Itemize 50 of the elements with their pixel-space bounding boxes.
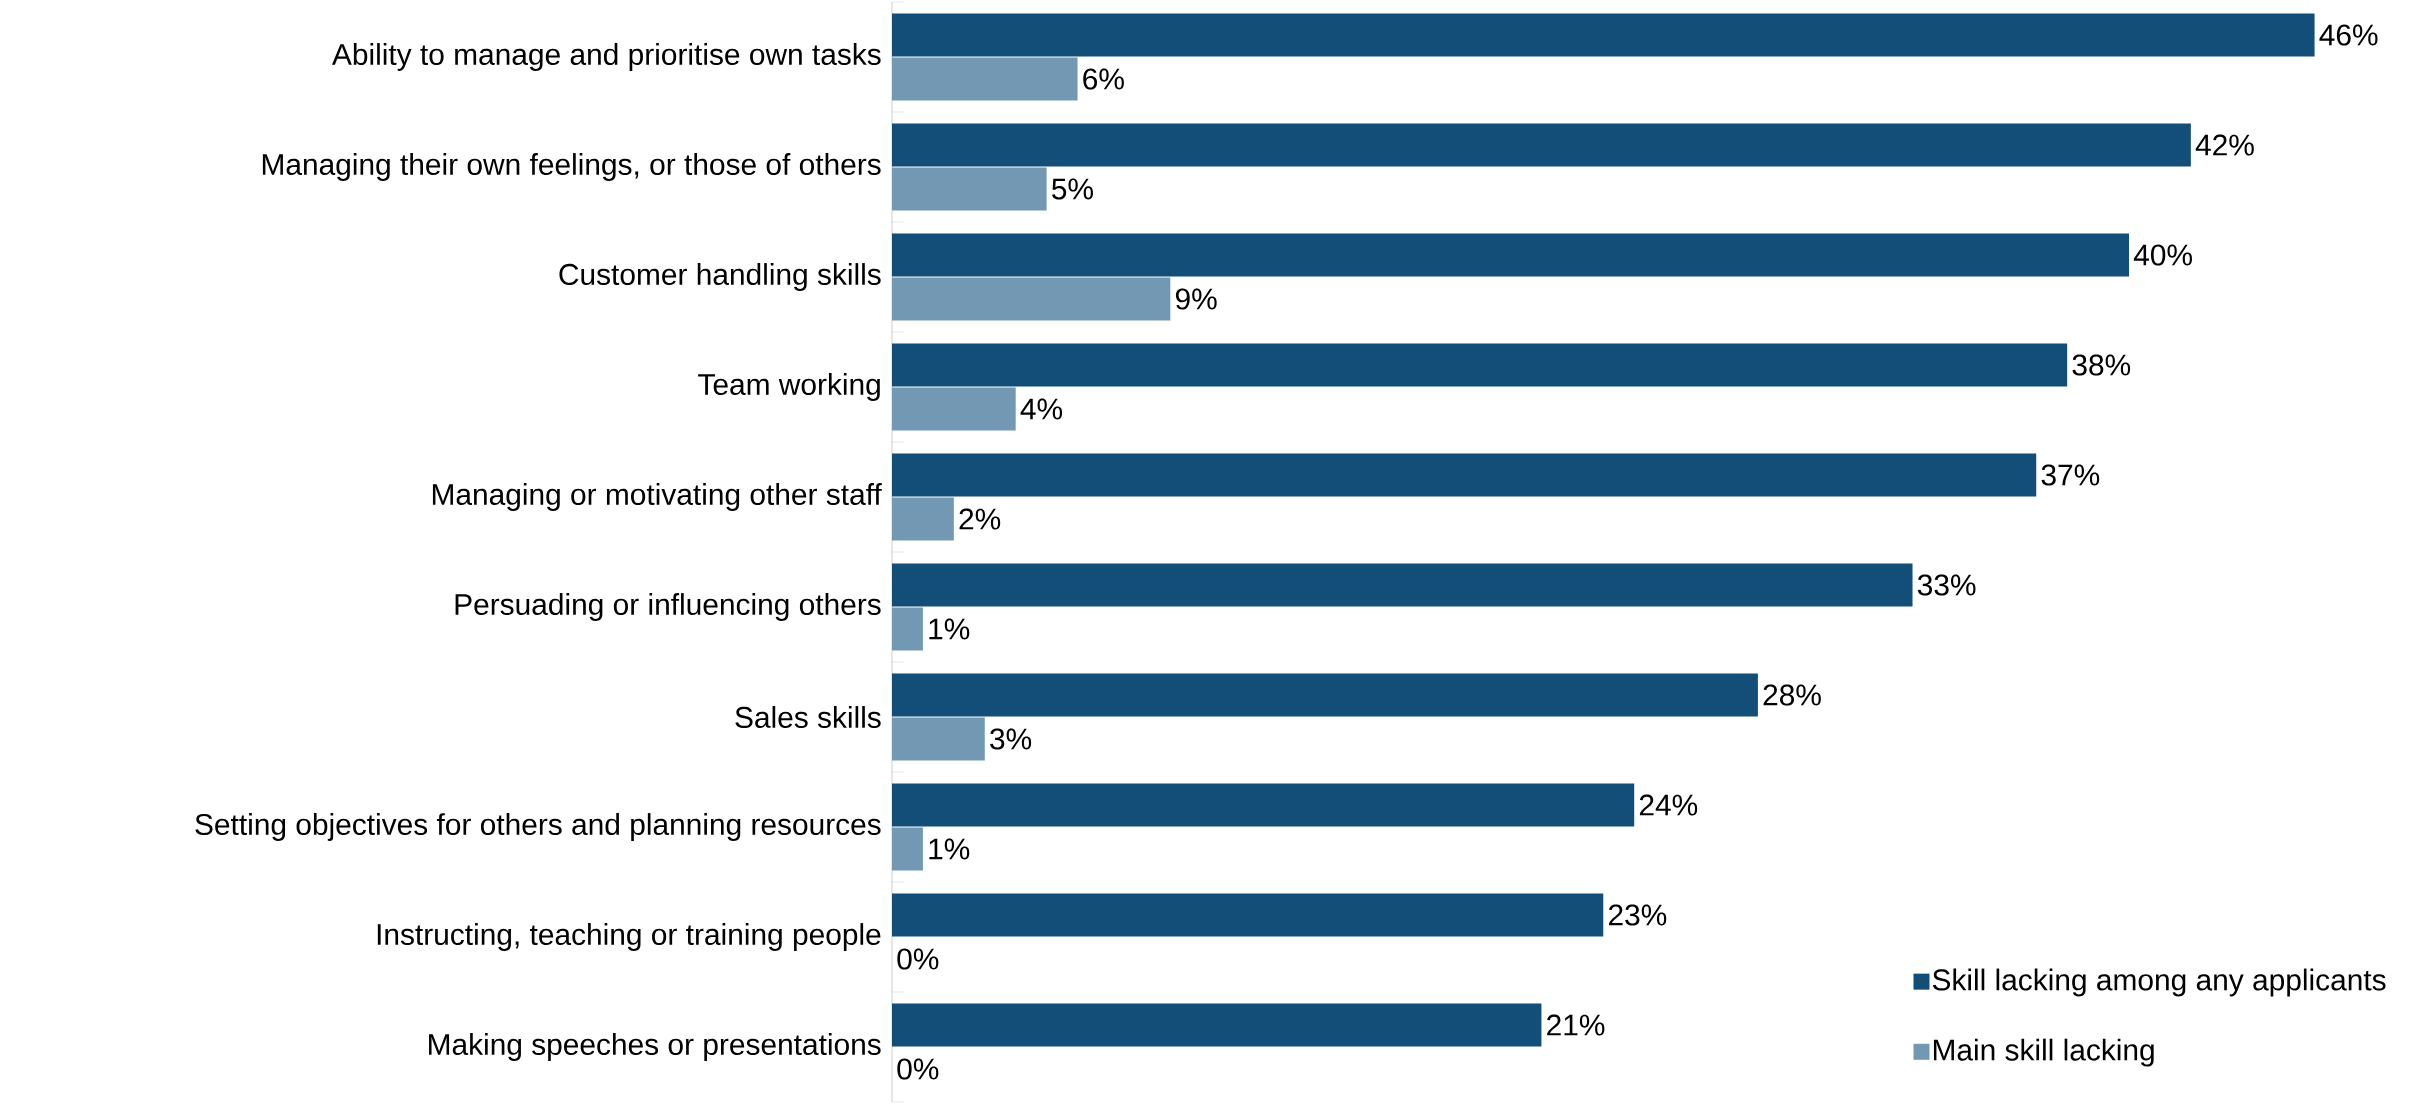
data-label: 3% <box>990 728 1032 750</box>
bar <box>891 563 1913 607</box>
y-tick-label: Team working <box>698 373 880 401</box>
bar <box>891 343 2068 387</box>
bar <box>891 233 2130 277</box>
legend-label: Main skill lacking <box>1933 1038 2154 1067</box>
y-tick-label: Setting objectives for others and planning resources <box>195 813 881 841</box>
data-label: 4% <box>1020 398 1063 420</box>
data-label: 1% <box>929 618 970 640</box>
bar <box>891 167 1047 211</box>
data-label: 38% <box>2072 354 2131 376</box>
data-label: 21% <box>1547 1014 1605 1036</box>
data-label: 0% <box>897 948 939 970</box>
bar <box>891 123 2191 167</box>
data-label: 2% <box>959 508 1001 530</box>
bar <box>891 57 1078 101</box>
bar <box>891 277 1171 321</box>
data-label: 0% <box>897 1058 939 1080</box>
legend-label: Skill lacking among any applicants <box>1932 968 2386 997</box>
bar <box>891 893 1604 937</box>
y-tick-label: Instructing, teaching or training people <box>377 923 881 951</box>
data-label: 40% <box>2133 244 2192 266</box>
bar <box>891 453 2037 497</box>
data-label: 23% <box>1608 904 1667 926</box>
y-tick-label: Customer handling skills <box>559 263 881 291</box>
bar <box>891 783 1635 827</box>
bar <box>891 607 923 651</box>
bar <box>891 387 1016 431</box>
y-tick-label: Sales skills <box>735 706 881 728</box>
data-label: 9% <box>1175 288 1217 310</box>
y-tick-label: Persuading or influencing others <box>455 593 881 621</box>
data-label: 5% <box>1052 178 1093 200</box>
data-label: 1% <box>929 838 970 860</box>
bar <box>891 827 923 871</box>
data-label: 6% <box>1083 68 1124 90</box>
y-tick-label: Managing their own feelings, or those of others <box>262 153 881 181</box>
data-label: 46% <box>2319 24 2378 46</box>
y-tick-label: Managing or motivating other staff <box>432 483 882 511</box>
bar <box>891 673 1758 717</box>
y-tick-label: Making speeches or presentations <box>429 1033 881 1061</box>
bar <box>891 13 2315 57</box>
y-tick-label: Ability to manage and prioritise own tasks <box>332 43 881 71</box>
data-label: 28% <box>1763 684 1821 706</box>
bar <box>891 717 985 761</box>
bar <box>891 1003 1542 1047</box>
data-label: 37% <box>2041 464 2100 486</box>
bar <box>891 497 954 541</box>
data-label: 24% <box>1639 794 1698 816</box>
data-label: 33% <box>1917 574 1976 596</box>
data-label: 42% <box>2195 134 2254 156</box>
